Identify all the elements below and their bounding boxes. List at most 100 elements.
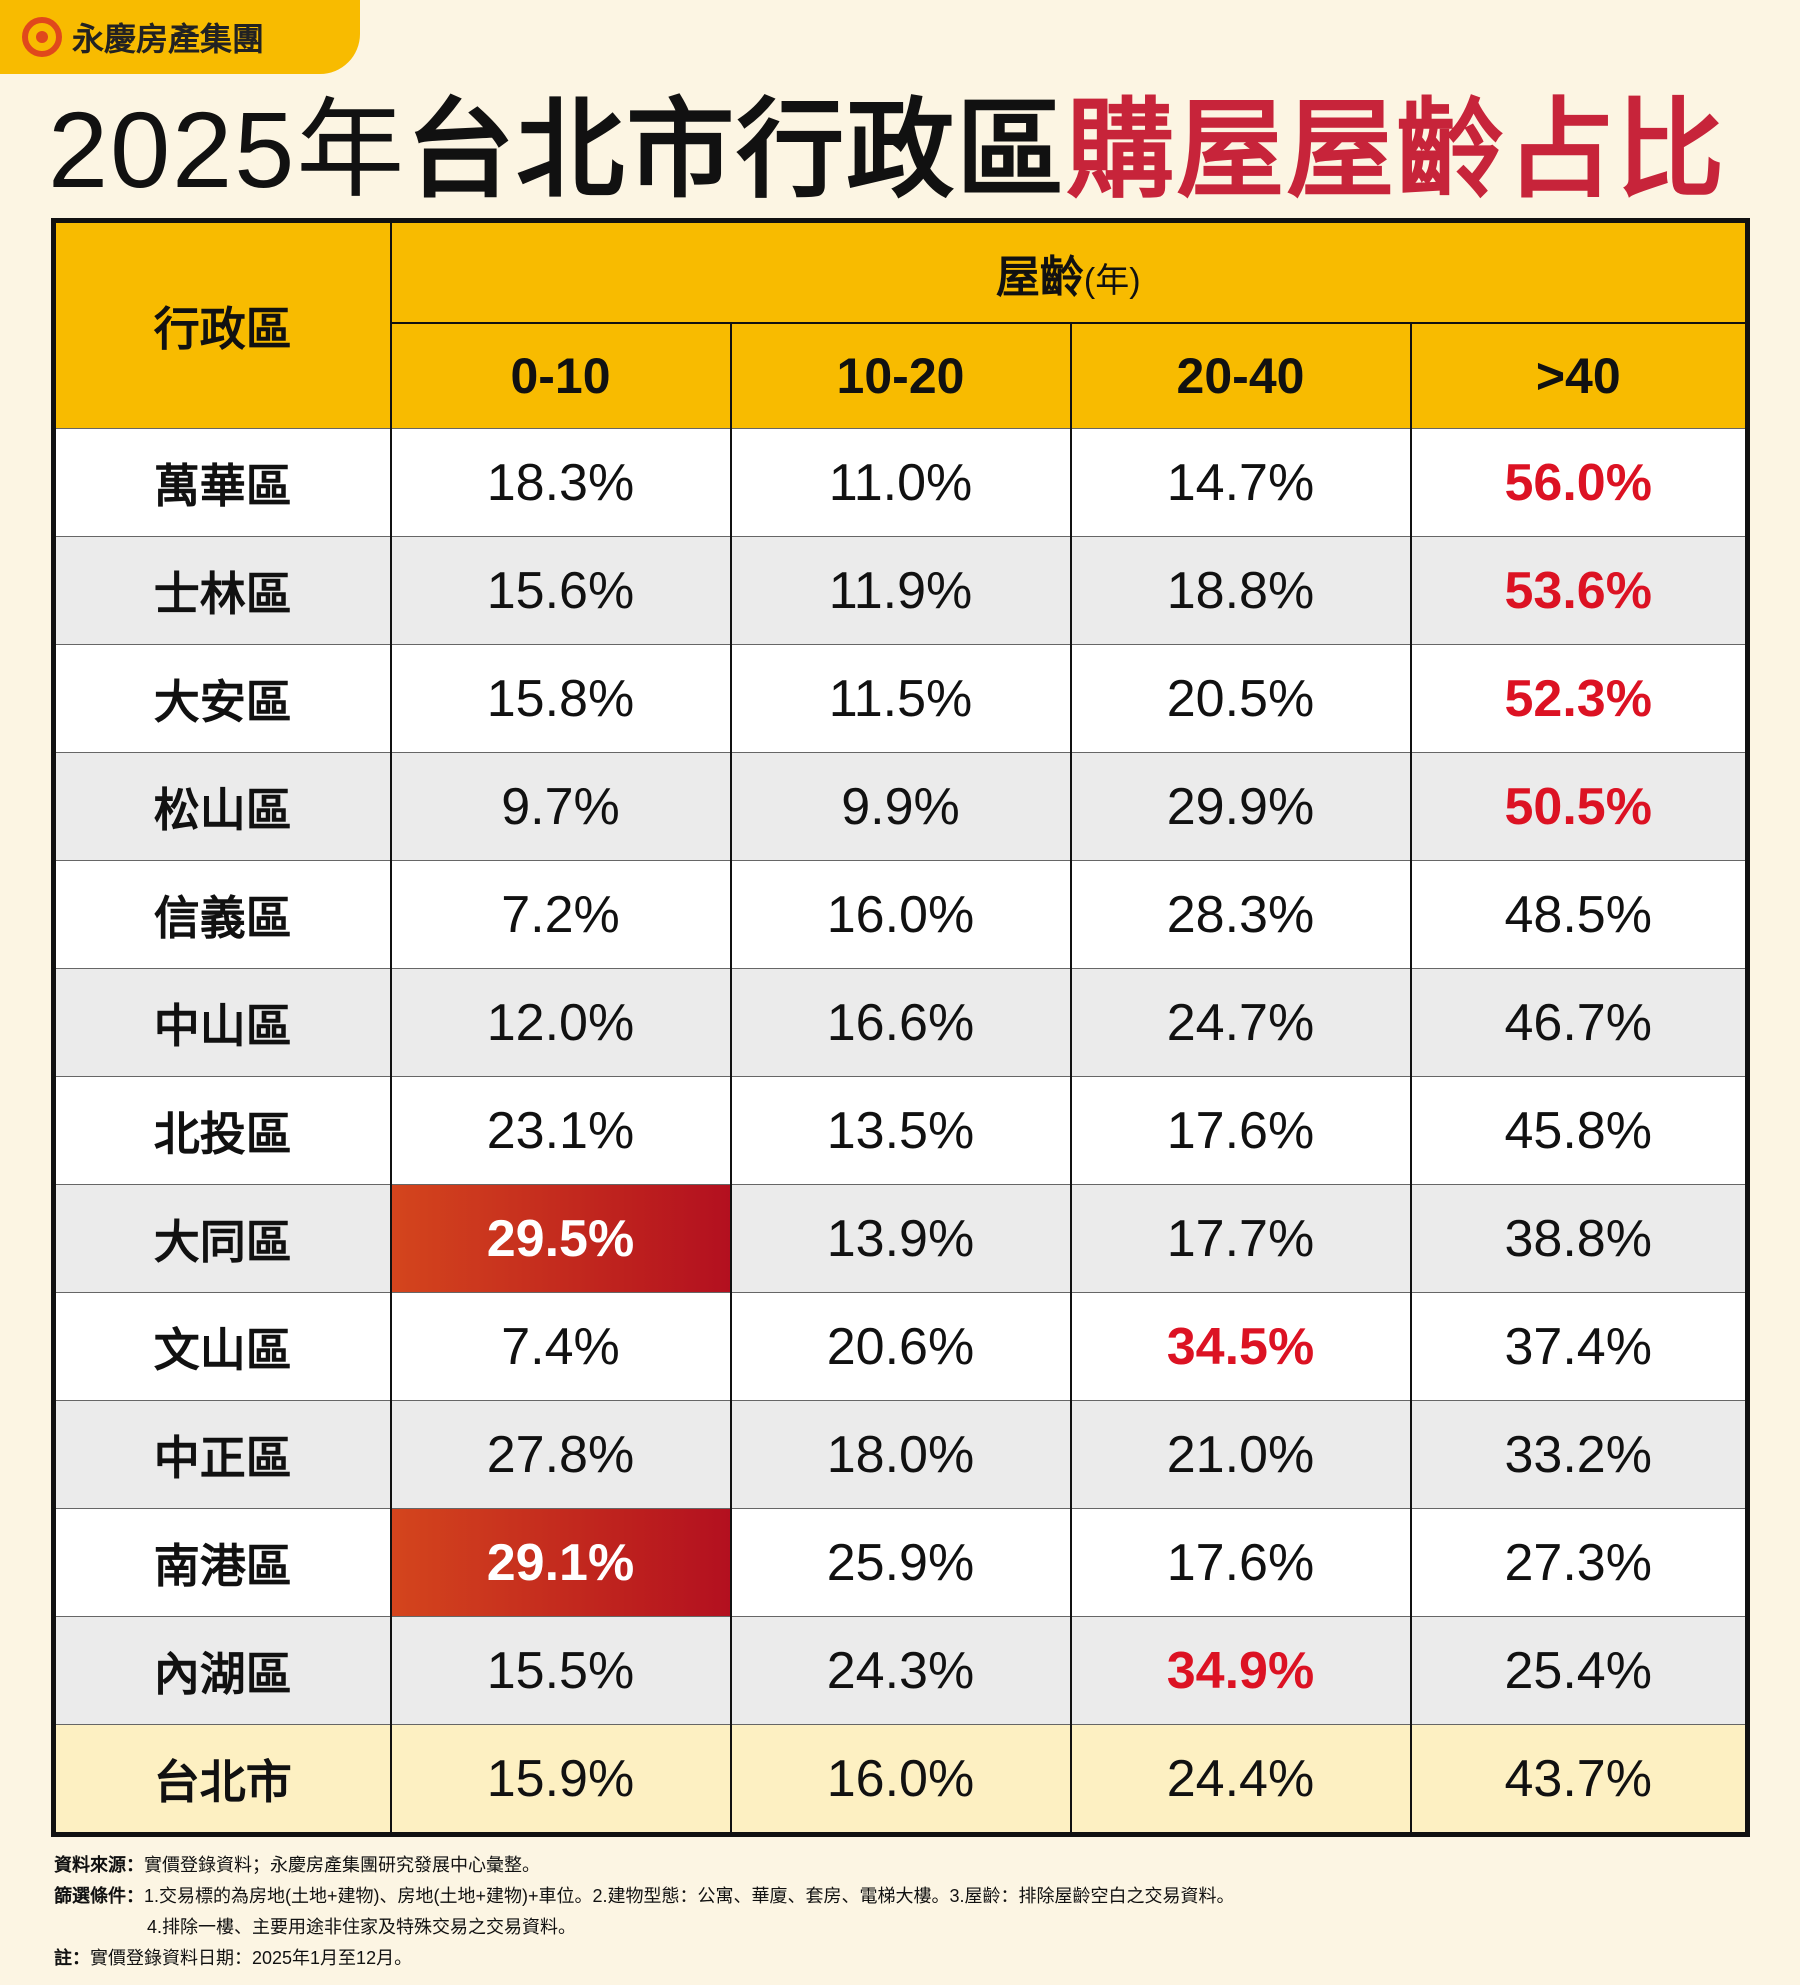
- note-text: 實價登錄資料日期：2025年1月至12月。: [90, 1948, 413, 1968]
- table-row: 大安區 15.8% 11.5% 20.5% 52.3%: [52, 644, 1748, 753]
- value-cell: 12.0%: [389, 968, 731, 1077]
- title-highlight: 購屋屋齡占比: [1066, 89, 1727, 210]
- value-cell: 17.7%: [1069, 1184, 1411, 1293]
- value-cell: 18.0%: [729, 1400, 1071, 1509]
- title-year: 2025年: [48, 89, 407, 210]
- value-cell: 33.2%: [1409, 1400, 1748, 1509]
- value-cell: 13.9%: [729, 1184, 1071, 1293]
- note-line: 篩選條件：1.交易標的為房地(土地+建物)、房地(土地+建物)+車位。2.建物型…: [54, 1881, 1235, 1912]
- value-cell: 15.9%: [389, 1724, 731, 1835]
- value-cell: 16.0%: [729, 1724, 1071, 1835]
- district-cell: 台北市: [52, 1724, 391, 1835]
- value-cell: 53.6%: [1409, 536, 1748, 645]
- table-row: 中山區 12.0% 16.6% 24.7% 46.7%: [52, 968, 1748, 1077]
- value-cell: 15.5%: [389, 1616, 731, 1725]
- note-label: 資料來源：: [54, 1855, 144, 1875]
- district-cell: 松山區: [52, 752, 391, 861]
- district-cell: 中正區: [52, 1400, 391, 1509]
- value-cell: 21.0%: [1069, 1400, 1411, 1509]
- district-cell: 大安區: [52, 644, 391, 753]
- value-cell: 52.3%: [1409, 644, 1748, 753]
- value-cell: 25.9%: [729, 1508, 1071, 1617]
- value-cell: 13.5%: [729, 1076, 1071, 1185]
- value-cell: 24.3%: [729, 1616, 1071, 1725]
- value-cell: 18.8%: [1069, 536, 1411, 645]
- value-cell: 17.6%: [1069, 1076, 1411, 1185]
- district-cell: 內湖區: [52, 1616, 391, 1725]
- column-header: 0-10: [389, 322, 731, 429]
- value-cell: 11.5%: [729, 644, 1071, 753]
- note-line: 註：實價登錄資料日期：2025年1月至12月。: [54, 1943, 1235, 1974]
- value-cell: 56.0%: [1409, 428, 1748, 537]
- value-cell: 14.7%: [1069, 428, 1411, 537]
- district-cell: 中山區: [52, 968, 391, 1077]
- column-header: >40: [1409, 322, 1748, 429]
- value-cell: 16.0%: [729, 860, 1071, 969]
- group-header: 屋齡(年): [389, 219, 1748, 323]
- title: 2025年台北市行政區購屋屋齡占比: [48, 90, 1726, 210]
- table-row: 南港區 29.1% 25.9% 17.6% 27.3%: [52, 1508, 1748, 1617]
- district-cell: 信義區: [52, 860, 391, 969]
- district-cell: 文山區: [52, 1292, 391, 1401]
- value-cell: 9.7%: [389, 752, 731, 861]
- column-header: 10-20: [729, 322, 1071, 429]
- district-cell: 士林區: [52, 536, 391, 645]
- district-cell: 萬華區: [52, 428, 391, 537]
- group-unit: (年): [1083, 261, 1141, 300]
- table: 行政區 屋齡(年) 0-10 10-20 20-40 >40 萬華區 18.3% 11.0%…: [51, 218, 1750, 1837]
- note-label: 註：: [54, 1948, 90, 1968]
- table-row: 士林區 15.6% 11.9% 18.8% 53.6%: [52, 536, 1748, 645]
- value-cell: 7.2%: [389, 860, 731, 969]
- district-cell: 南港區: [52, 1508, 391, 1617]
- value-cell: 16.6%: [729, 968, 1071, 1077]
- value-cell: 45.8%: [1409, 1076, 1748, 1185]
- value-cell: 43.7%: [1409, 1724, 1748, 1835]
- value-cell: 17.6%: [1069, 1508, 1411, 1617]
- logo-icon: [22, 17, 62, 57]
- value-cell: 20.6%: [729, 1292, 1071, 1401]
- table-row: 中正區 27.8% 18.0% 21.0% 33.2%: [52, 1400, 1748, 1509]
- value-cell: 48.5%: [1409, 860, 1748, 969]
- value-cell: 15.6%: [389, 536, 731, 645]
- value-cell: 24.4%: [1069, 1724, 1411, 1835]
- value-cell: 37.4%: [1409, 1292, 1748, 1401]
- value-cell: 34.5%: [1069, 1292, 1411, 1401]
- table-row: 文山區 7.4% 20.6% 34.5% 37.4%: [52, 1292, 1748, 1401]
- value-cell: 27.8%: [389, 1400, 731, 1509]
- corner-header: 行政區: [52, 219, 391, 429]
- value-cell: 7.4%: [389, 1292, 731, 1401]
- table-row: 內湖區 15.5% 24.3% 34.9% 25.4%: [52, 1616, 1748, 1725]
- logo-text: 永慶房產集團: [72, 21, 265, 57]
- note-text: 1.交易標的為房地(土地+建物)、房地(土地+建物)+車位。2.建物型態：公寓、…: [144, 1886, 1235, 1906]
- value-cell: 29.5%: [389, 1184, 731, 1293]
- value-cell: 20.5%: [1069, 644, 1411, 753]
- value-cell: 27.3%: [1409, 1508, 1748, 1617]
- group-label: 屋齡: [995, 252, 1084, 302]
- value-cell: 38.8%: [1409, 1184, 1748, 1293]
- district-cell: 大同區: [52, 1184, 391, 1293]
- value-cell: 23.1%: [389, 1076, 731, 1185]
- note-line: 4.排除一樓、主要用途非住家及特殊交易之交易資料。: [54, 1912, 1235, 1943]
- table-row: 萬華區 18.3% 11.0% 14.7% 56.0%: [52, 428, 1748, 537]
- notes: 資料來源：實價登錄資料；永慶房產集團研究發展中心彙整。 篩選條件：1.交易標的為房…: [54, 1850, 1235, 1974]
- table-row: 大同區 29.5% 13.9% 17.7% 38.8%: [52, 1184, 1748, 1293]
- value-cell: 29.1%: [389, 1508, 731, 1617]
- table-row: 台北市 15.9% 16.0% 24.4% 43.7%: [52, 1724, 1748, 1835]
- value-cell: 9.9%: [729, 752, 1071, 861]
- value-cell: 15.8%: [389, 644, 731, 753]
- value-cell: 46.7%: [1409, 968, 1748, 1077]
- note-text: 實價登錄資料；永慶房產集團研究發展中心彙整。: [144, 1855, 540, 1875]
- value-cell: 11.0%: [729, 428, 1071, 537]
- value-cell: 18.3%: [389, 428, 731, 537]
- value-cell: 11.9%: [729, 536, 1071, 645]
- value-cell: 34.9%: [1069, 1616, 1411, 1725]
- table-row: 信義區 7.2% 16.0% 28.3% 48.5%: [52, 860, 1748, 969]
- column-header: 20-40: [1069, 322, 1411, 429]
- value-cell: 28.3%: [1069, 860, 1411, 969]
- value-cell: 24.7%: [1069, 968, 1411, 1077]
- value-cell: 29.9%: [1069, 752, 1411, 861]
- note-label: 篩選條件：: [54, 1886, 144, 1906]
- table-row: 北投區 23.1% 13.5% 17.6% 45.8%: [52, 1076, 1748, 1185]
- district-cell: 北投區: [52, 1076, 391, 1185]
